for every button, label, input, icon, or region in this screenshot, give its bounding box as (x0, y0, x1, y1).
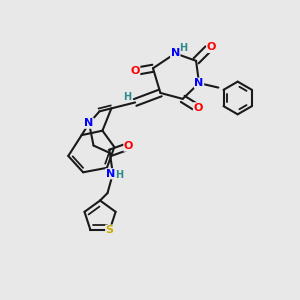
Text: N: N (194, 78, 204, 88)
Text: O: O (194, 103, 203, 113)
Text: N: N (84, 118, 94, 128)
Text: H: H (178, 43, 187, 53)
Text: O: O (124, 141, 133, 151)
Text: N: N (171, 48, 180, 59)
Text: H: H (115, 170, 123, 180)
Text: O: O (130, 66, 140, 76)
Text: S: S (106, 225, 114, 235)
Text: N: N (106, 169, 115, 179)
Text: H: H (123, 92, 131, 102)
Text: O: O (207, 43, 216, 52)
